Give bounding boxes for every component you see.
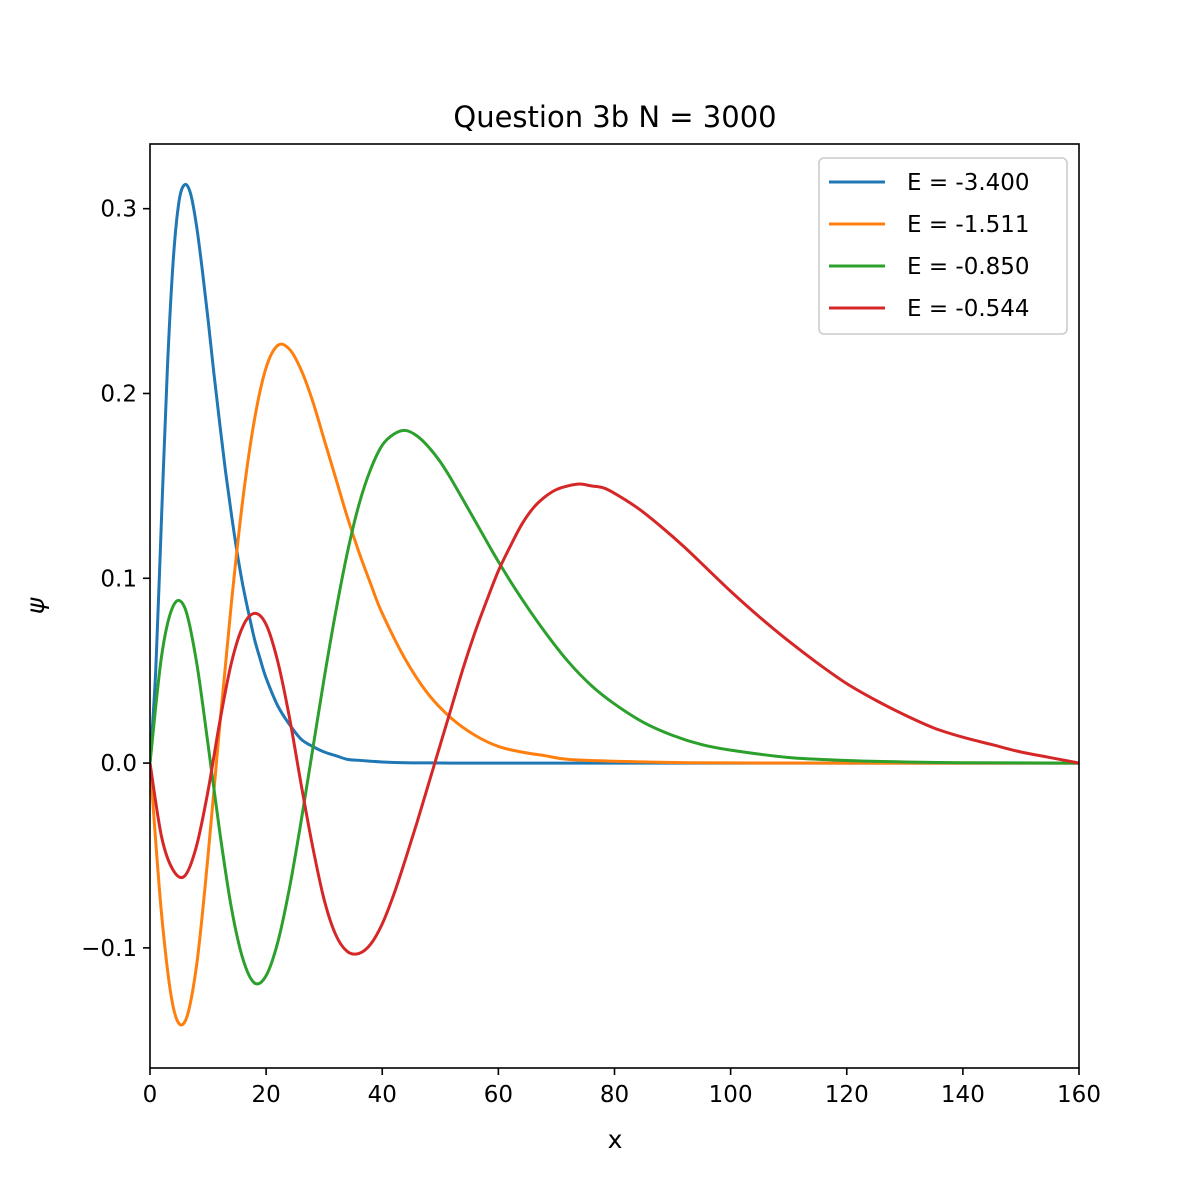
chart-title: Question 3b N = 3000 [453, 100, 776, 134]
legend-label: E = -0.850 [907, 254, 1030, 280]
x-tick-label: 80 [600, 1082, 629, 1108]
x-tick-label: 0 [143, 1082, 158, 1108]
x-tick-label: 100 [709, 1082, 753, 1108]
legend-label: E = -0.544 [907, 296, 1030, 322]
y-tick-label: 0.2 [100, 381, 137, 407]
y-tick-label: 0.1 [100, 566, 137, 592]
legend-box [818, 157, 1068, 335]
y-tick-label: 0.3 [100, 197, 137, 223]
legend: E = -3.400 E = -1.511 E = -0.850 E = -0.544 [818, 157, 1068, 335]
x-tick-label: 40 [368, 1082, 397, 1108]
y-axis-ticks: −0.1 0.0 0.1 0.2 0.3 [81, 197, 150, 962]
x-axis-label: x [608, 1125, 623, 1154]
legend-label: E = -3.400 [907, 170, 1030, 196]
series-line-1 [150, 182, 1079, 765]
series-line-3 [150, 428, 1079, 986]
x-tick-label: 160 [1057, 1082, 1101, 1108]
x-tick-label: 60 [484, 1082, 513, 1108]
y-tick-label: 0.0 [100, 751, 137, 777]
series-line-4 [150, 482, 1079, 956]
y-tick-label: −0.1 [81, 936, 137, 962]
series-line-2 [150, 342, 1079, 1027]
x-axis-ticks: 0 20 40 60 80 100 120 140 160 [143, 1068, 1101, 1108]
x-tick-label: 120 [825, 1082, 869, 1108]
x-tick-label: 20 [251, 1082, 280, 1108]
y-axis-label: ψ [21, 597, 50, 614]
plot-lines [150, 182, 1079, 1027]
x-tick-label: 140 [941, 1082, 985, 1108]
legend-label: E = -1.511 [907, 212, 1030, 238]
